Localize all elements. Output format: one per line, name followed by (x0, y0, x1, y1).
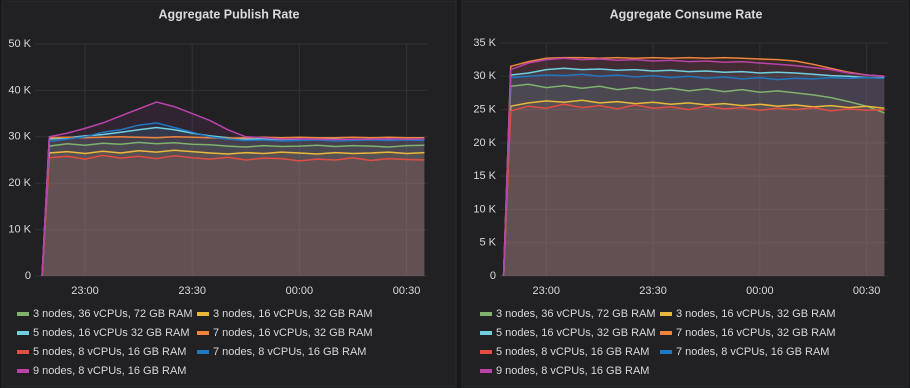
legend-swatch[interactable] (197, 331, 209, 335)
legend-swatch[interactable] (17, 369, 29, 373)
area (42, 136, 425, 276)
panel (1, 0, 457, 388)
chart-title: Aggregate Publish Rate (159, 7, 300, 21)
legend-label[interactable]: 3 nodes, 36 vCPUs, 72 GB RAM (33, 308, 193, 320)
legend-swatch[interactable] (17, 312, 29, 316)
series-line (41, 149, 425, 277)
legend-label[interactable]: 7 nodes, 16 vCPUs, 32 GB RAM (676, 327, 836, 339)
series-line (502, 73, 885, 277)
legend-swatch[interactable] (480, 369, 492, 373)
legend-label[interactable]: 7 nodes, 8 vCPUs, 16 GB RAM (213, 346, 366, 358)
legend-label[interactable]: 7 nodes, 16 vCPUs, 32 GB RAM (213, 327, 373, 339)
x-tick-label: 23:30 (639, 285, 667, 297)
area (42, 122, 425, 277)
series-line (41, 122, 425, 277)
area (503, 58, 885, 276)
legend-swatch[interactable] (660, 331, 672, 335)
legend-label[interactable]: 9 nodes, 8 vCPUs, 16 GB RAM (33, 365, 186, 377)
y-tick-label: 20 K (473, 137, 496, 149)
y-tick-label: 40 K (8, 84, 31, 96)
y-tick-label: 0 (25, 270, 31, 282)
area (503, 68, 885, 276)
y-tick-label: 10 K (473, 203, 496, 215)
series-line (502, 67, 885, 277)
area (503, 57, 885, 276)
legend-label[interactable]: 5 nodes, 16 vCPUs 32 GB RAM (33, 327, 190, 339)
legend-swatch[interactable] (197, 350, 209, 354)
y-tick-label: 50 K (8, 38, 31, 50)
series-line (41, 136, 425, 277)
panel (461, 0, 909, 388)
legend-swatch[interactable] (17, 331, 29, 335)
legend-label[interactable]: 5 nodes, 16 vCPUs, 32 GB RAM (496, 327, 656, 339)
area (503, 74, 885, 276)
area (42, 150, 425, 276)
x-tick-label: 23:30 (178, 285, 206, 297)
y-tick-label: 20 K (8, 177, 31, 189)
x-tick-label: 00:00 (746, 285, 774, 297)
series-line (41, 154, 425, 277)
series-line (502, 56, 885, 277)
area (42, 155, 425, 276)
x-tick-label: 23:00 (71, 285, 99, 297)
legend-label[interactable]: 5 nodes, 8 vCPUs, 16 GB RAM (33, 346, 186, 358)
legend-swatch[interactable] (480, 331, 492, 335)
area (503, 84, 885, 276)
area (503, 100, 885, 276)
legend-swatch[interactable] (660, 350, 672, 354)
area (503, 104, 885, 276)
legend-label[interactable]: 5 nodes, 8 vCPUs, 16 GB RAM (496, 346, 649, 358)
x-tick-label: 00:00 (286, 285, 314, 297)
legend-swatch[interactable] (660, 312, 672, 316)
chart-title: Aggregate Consume Rate (610, 7, 763, 21)
area (42, 127, 425, 276)
legend-label[interactable]: 3 nodes, 16 vCPUs, 32 GB RAM (676, 308, 836, 320)
y-tick-label: 35 K (473, 37, 496, 49)
legend-swatch[interactable] (480, 350, 492, 354)
legend-label[interactable]: 7 nodes, 8 vCPUs, 16 GB RAM (676, 346, 829, 358)
area (42, 142, 425, 276)
y-tick-label: 25 K (473, 103, 496, 115)
series-line (502, 103, 885, 277)
series-line (502, 99, 885, 277)
legend-label[interactable]: 3 nodes, 36 vCPUs, 72 GB RAM (496, 308, 656, 320)
legend-swatch[interactable] (480, 312, 492, 316)
y-tick-label: 0 (490, 270, 496, 282)
series-line (502, 83, 885, 277)
x-tick-label: 23:00 (533, 285, 561, 297)
x-tick-label: 00:30 (853, 285, 881, 297)
y-tick-label: 10 K (8, 224, 31, 236)
x-tick-label: 00:30 (393, 285, 421, 297)
series-line (41, 101, 425, 277)
legend-label[interactable]: 3 nodes, 16 vCPUs, 32 GB RAM (213, 308, 373, 320)
series-line (41, 141, 425, 277)
y-tick-label: 15 K (473, 170, 496, 182)
legend-label[interactable]: 9 nodes, 8 vCPUs, 16 GB RAM (496, 365, 649, 377)
legend-swatch[interactable] (17, 350, 29, 354)
y-tick-label: 5 K (479, 237, 496, 249)
legend-swatch[interactable] (197, 312, 209, 316)
y-tick-label: 30 K (8, 131, 31, 143)
y-tick-label: 30 K (473, 70, 496, 82)
series-line (502, 57, 885, 277)
